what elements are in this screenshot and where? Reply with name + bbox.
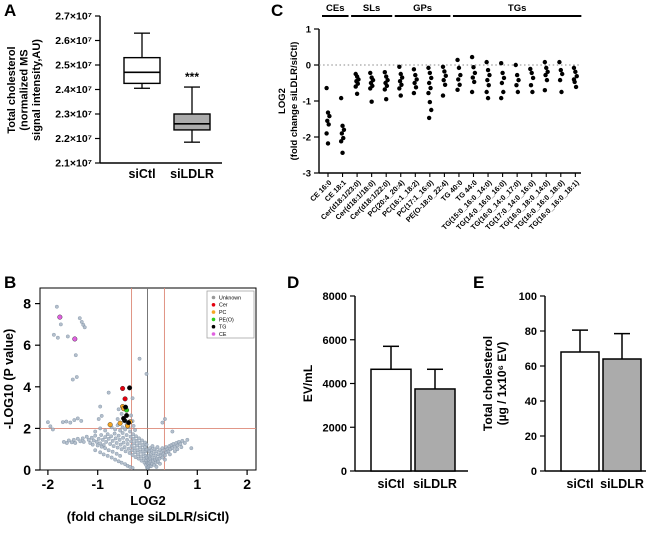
svg-text:signal intensity,AU): signal intensity,AU): [31, 39, 43, 141]
svg-text:CEs: CEs: [326, 3, 344, 14]
svg-text:100: 100: [519, 291, 537, 303]
svg-text:6000: 6000: [323, 335, 347, 347]
svg-text:CE: CE: [219, 332, 227, 338]
svg-text:-LOG10 (P value): -LOG10 (P value): [2, 329, 16, 430]
svg-text:0: 0: [306, 61, 311, 72]
svg-text:siLDLR: siLDLR: [170, 167, 214, 181]
svg-text:GPs: GPs: [413, 3, 432, 14]
panel-a-boxplot-total-cholesterol: 2.7×10⁷ 2.6×10⁷ 2.5×10⁷ 2.4×10⁷ 2.3×10⁷ 2.2×1…: [6, 11, 222, 181]
svg-text:(normalized MS: (normalized MS: [19, 49, 31, 130]
svg-text:2.3×10⁷: 2.3×10⁷: [55, 109, 92, 121]
svg-text:LOG2: LOG2: [277, 88, 288, 114]
svg-text:Total cholesterol: Total cholesterol: [6, 46, 18, 133]
svg-text:2.2×10⁷: 2.2×10⁷: [55, 133, 92, 145]
svg-text:20: 20: [525, 431, 537, 443]
svg-text:***: ***: [185, 70, 199, 84]
svg-text:(fold change siLDLR/siCtl): (fold change siLDLR/siCtl): [289, 42, 300, 161]
svg-text:2.1×10⁷: 2.1×10⁷: [55, 158, 92, 170]
svg-text:2.4×10⁷: 2.4×10⁷: [55, 84, 92, 96]
svg-text:1: 1: [306, 25, 312, 36]
svg-text:Cer: Cer: [219, 303, 228, 309]
svg-text:4000: 4000: [323, 379, 347, 391]
svg-text:40: 40: [525, 396, 537, 408]
svg-text:-1: -1: [91, 476, 104, 492]
svg-text:4: 4: [23, 379, 31, 395]
svg-text:0: 0: [341, 466, 347, 478]
svg-text:-2: -2: [42, 476, 55, 492]
svg-text:0: 0: [144, 476, 152, 492]
svg-text:siCtl: siCtl: [377, 477, 404, 491]
svg-text:2: 2: [243, 476, 251, 492]
svg-text:LOG2: LOG2: [130, 493, 165, 508]
svg-text:PE(O): PE(O): [219, 317, 234, 323]
panel-d-label: D: [287, 273, 300, 292]
svg-text:2.6×10⁷: 2.6×10⁷: [55, 35, 92, 47]
svg-text:Unknown: Unknown: [219, 295, 241, 301]
svg-text:-3: -3: [303, 169, 311, 180]
svg-text:-2: -2: [303, 133, 311, 144]
svg-text:1: 1: [193, 476, 201, 492]
svg-text:0: 0: [531, 466, 537, 478]
svg-text:Total cholesterol: Total cholesterol: [481, 336, 495, 431]
svg-text:80: 80: [525, 326, 537, 338]
svg-text:siCtl: siCtl: [128, 167, 155, 181]
svg-text:8000: 8000: [323, 291, 347, 303]
svg-text:siLDLR: siLDLR: [600, 477, 644, 491]
svg-text:(µg / 1x10⁶ EV): (µg / 1x10⁶ EV): [495, 342, 509, 426]
panel-b-label: B: [4, 273, 17, 292]
panel-e-total-cholesterol-barchart: 0 20 40 60 80 100 siCtl siLDLR Total cholesterol…: [481, 291, 646, 491]
svg-text:siLDLR: siLDLR: [413, 477, 457, 491]
svg-text:6: 6: [23, 337, 31, 353]
panel-d-ev-per-ml-barchart: 0 2000 4000 6000 8000 siCtl siLDLR EV/mL: [301, 291, 468, 491]
panel-e-label: E: [473, 273, 485, 292]
panel-a-label: A: [4, 1, 17, 20]
svg-text:(fold change siLDLR/siCtl): (fold change siLDLR/siCtl): [67, 509, 230, 524]
svg-text:siCtl: siCtl: [566, 477, 593, 491]
svg-text:2.5×10⁷: 2.5×10⁷: [55, 60, 92, 72]
svg-text:TG: TG: [219, 325, 226, 331]
svg-text:SLs: SLs: [363, 3, 380, 14]
svg-text:2000: 2000: [323, 422, 347, 434]
svg-text:EV/mL: EV/mL: [301, 365, 315, 402]
svg-text:2: 2: [23, 420, 31, 436]
svg-text:0: 0: [23, 462, 31, 478]
svg-text:TGs: TGs: [508, 3, 526, 14]
svg-text:8: 8: [23, 296, 31, 312]
svg-text:PC: PC: [219, 310, 227, 316]
panel-c-label: C: [271, 1, 284, 20]
svg-text:-1: -1: [303, 97, 312, 108]
svg-text:2.7×10⁷: 2.7×10⁷: [55, 11, 92, 23]
svg-text:60: 60: [525, 361, 537, 373]
